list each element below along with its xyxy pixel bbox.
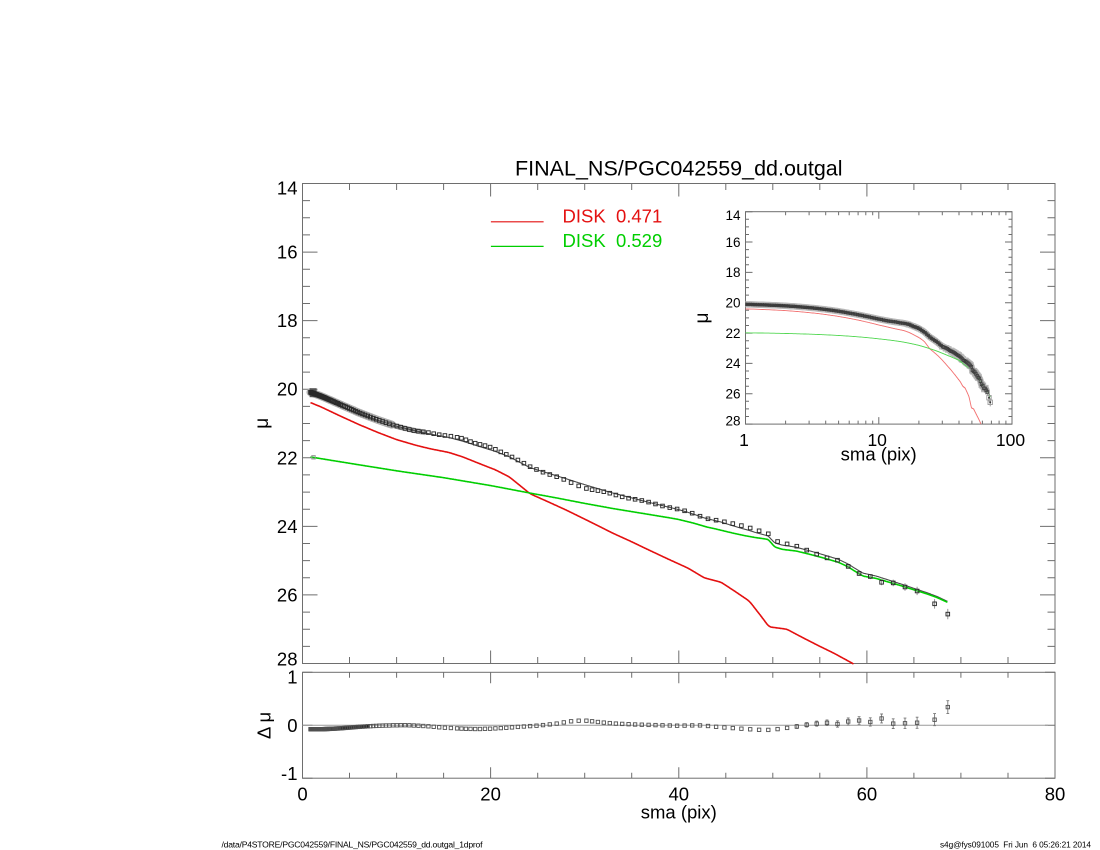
svg-text:100: 100 xyxy=(996,430,1025,450)
svg-text:μ: μ xyxy=(252,418,273,429)
svg-text:1: 1 xyxy=(739,430,749,450)
svg-text:14: 14 xyxy=(725,208,741,223)
svg-text:22: 22 xyxy=(725,326,740,341)
svg-text:sma (pix): sma (pix) xyxy=(841,444,917,465)
svg-text:28: 28 xyxy=(725,413,740,428)
svg-text:1: 1 xyxy=(287,666,297,687)
svg-text:FINAL_NS/PGC042559_dd.outgal: FINAL_NS/PGC042559_dd.outgal xyxy=(515,157,843,181)
svg-text:16: 16 xyxy=(277,242,298,263)
svg-text:60: 60 xyxy=(857,784,878,805)
svg-text:sma (pix): sma (pix) xyxy=(641,802,717,823)
svg-text:-1: -1 xyxy=(281,763,297,784)
svg-text:14: 14 xyxy=(277,178,298,199)
svg-text:24: 24 xyxy=(725,356,741,371)
svg-text:0: 0 xyxy=(297,784,307,805)
svg-text:80: 80 xyxy=(1045,784,1066,805)
svg-text:28: 28 xyxy=(277,649,298,670)
svg-text:24: 24 xyxy=(277,516,298,537)
svg-text:22: 22 xyxy=(277,447,298,468)
svg-text:18: 18 xyxy=(277,310,298,331)
svg-text:μ: μ xyxy=(692,313,713,324)
svg-text:10: 10 xyxy=(867,430,887,450)
svg-text:18: 18 xyxy=(725,265,740,280)
svg-text:/data/P4STORE/PGC042559/FINAL_: /data/P4STORE/PGC042559/FINAL_NS/PGC0425… xyxy=(222,840,484,850)
svg-text:20: 20 xyxy=(725,296,740,311)
svg-text:DISK 0.471: DISK 0.471 xyxy=(563,206,663,227)
svg-text:Δ μ: Δ μ xyxy=(254,712,275,739)
svg-text:40: 40 xyxy=(669,784,690,805)
svg-text:16: 16 xyxy=(725,235,740,250)
svg-text:26: 26 xyxy=(277,584,298,605)
svg-text:20: 20 xyxy=(277,379,298,400)
svg-text:20: 20 xyxy=(480,784,501,805)
svg-text:DISK 0.529: DISK 0.529 xyxy=(563,230,663,251)
svg-text:s4g@fys091005 Fri Jun 6 05:2: s4g@fys091005 Fri Jun 6 05:26:21 2014 xyxy=(940,840,1091,850)
svg-text:26: 26 xyxy=(725,387,740,402)
svg-text:0: 0 xyxy=(287,715,297,736)
